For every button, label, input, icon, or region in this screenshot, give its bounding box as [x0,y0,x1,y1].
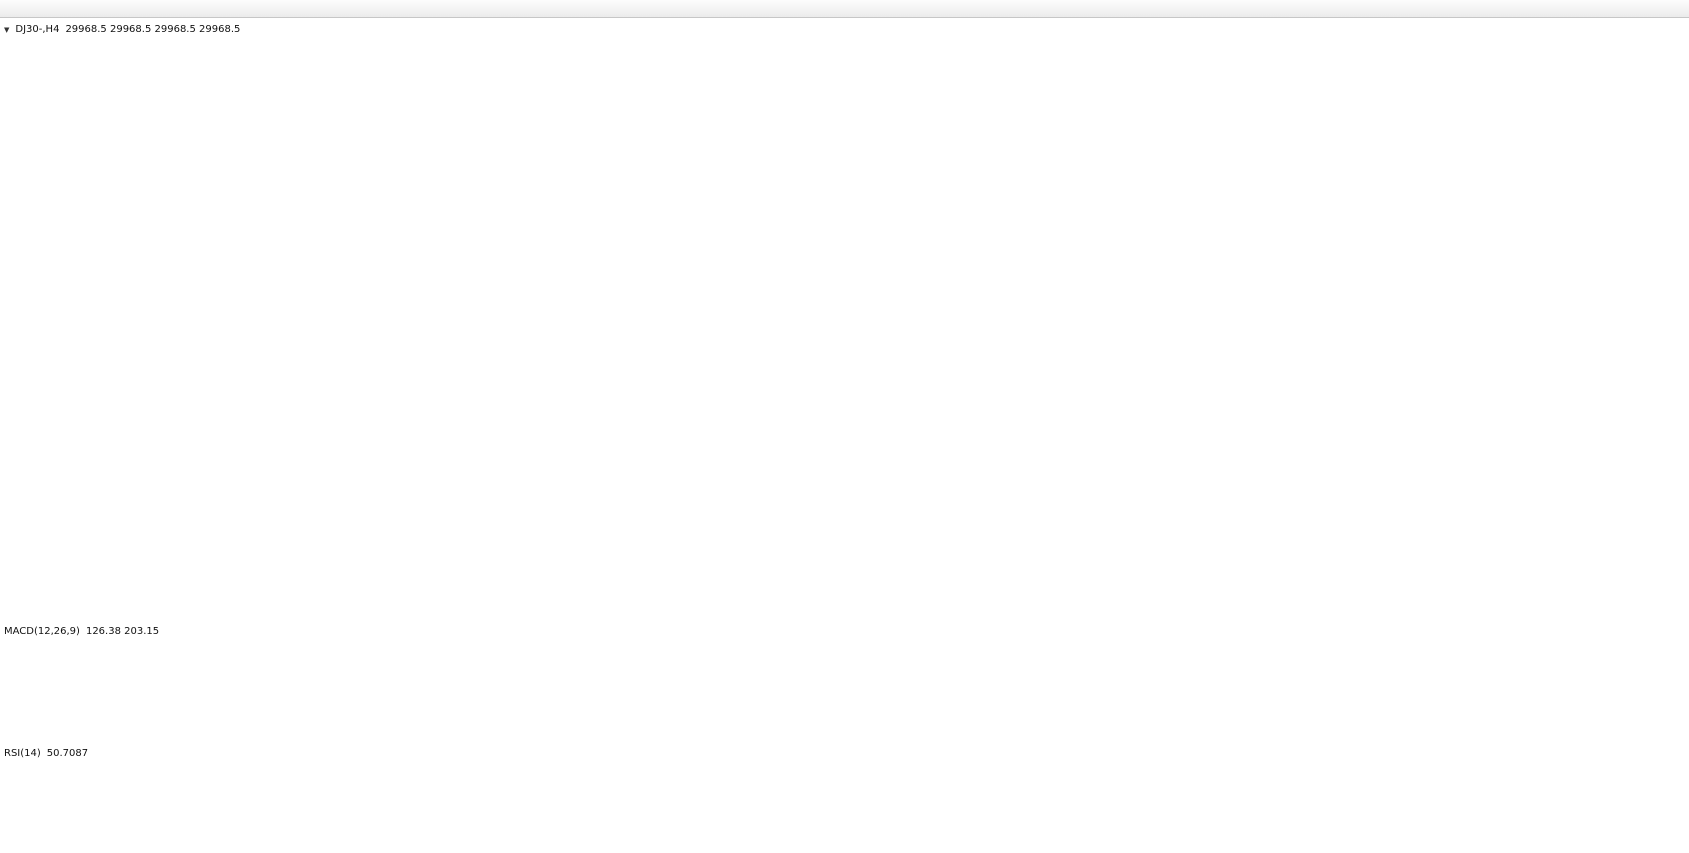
rsi-value: 50.7087 [46,748,89,759]
macd-title: MACD(12,26,9) [4,626,80,637]
chart-window: ▼ DJ30-,H4 29968.5 29968.5 29968.5 29968… [0,18,1689,853]
one-click-trading-toggle-icon[interactable]: ▼ [4,25,10,34]
symbol-period-label: DJ30-,H4 [15,24,60,35]
chart-canvas[interactable] [0,18,1689,853]
ohlc-values: 29968.5 29968.5 29968.5 29968.5 [65,24,241,35]
rsi-indicator-label: RSI(14) 50.7087 [4,748,88,759]
macd-values: 126.38 203.15 [85,626,160,637]
macd-indicator-label: MACD(12,26,9) 126.38 203.15 [4,626,159,637]
chart-header: ▼ DJ30-,H4 29968.5 29968.5 29968.5 29968… [4,24,240,35]
toolbar [0,0,1689,18]
rsi-title: RSI(14) [4,748,41,759]
